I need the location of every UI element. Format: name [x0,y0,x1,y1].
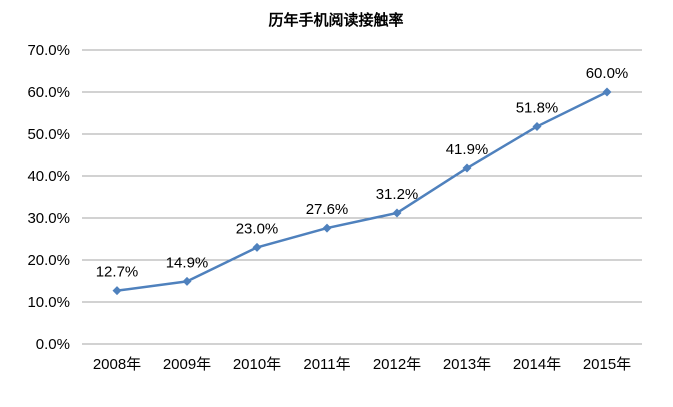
data-label: 27.6% [306,201,349,218]
y-tick-label: 30.0% [27,210,70,227]
x-tick-label: 2011年 [303,356,350,373]
x-tick-label: 2014年 [513,356,561,373]
y-tick-label: 40.0% [27,168,70,185]
x-tick-label: 2015年 [583,356,631,373]
data-label: 41.9% [446,141,489,158]
data-label: 14.9% [166,254,209,271]
y-tick-label: 10.0% [27,294,70,311]
gridlines [82,49,642,345]
data-label: 31.2% [376,186,419,203]
data-point-marker [112,286,122,296]
data-label: 51.8% [516,99,559,116]
data-point-marker [182,276,192,286]
y-tick-label: 70.0% [27,42,70,59]
data-label: 12.7% [96,264,139,281]
data-point-marker [462,163,472,173]
y-tick-label: 20.0% [27,252,70,269]
data-point-marker [532,121,542,131]
data-point-marker [252,242,262,252]
data-label: 23.0% [236,220,279,237]
series-line [116,90,608,292]
x-tick-label: 2012年 [373,356,421,373]
x-axis-ticks: 2008年 2009年 2010年 2011年 2012年 2013年 2014年 2015年 [93,356,631,373]
series-group [112,87,612,296]
x-tick-label: 2013年 [443,356,491,373]
y-axis-ticks: 0.0% 10.0% 20.0% 30.0% 40.0% 50.0% 60.0% 70.0% [27,42,70,353]
x-tick-label: 2010年 [233,356,281,373]
data-label: 60.0% [586,65,629,82]
chart-title: 历年手机阅读接触率 [268,11,403,29]
data-point-marker [322,223,332,233]
y-tick-label: 50.0% [27,126,70,143]
y-tick-label: 0.0% [36,336,70,353]
x-tick-label: 2009年 [163,356,211,373]
x-tick-label: 2008年 [93,356,141,373]
y-tick-label: 60.0% [27,84,70,101]
data-point-marker [602,87,612,97]
data-point-marker [392,208,402,218]
data-labels: 12.7% 14.9% 23.0% 27.6% 31.2% 41.9% 51.8% 60.0% [96,65,629,281]
